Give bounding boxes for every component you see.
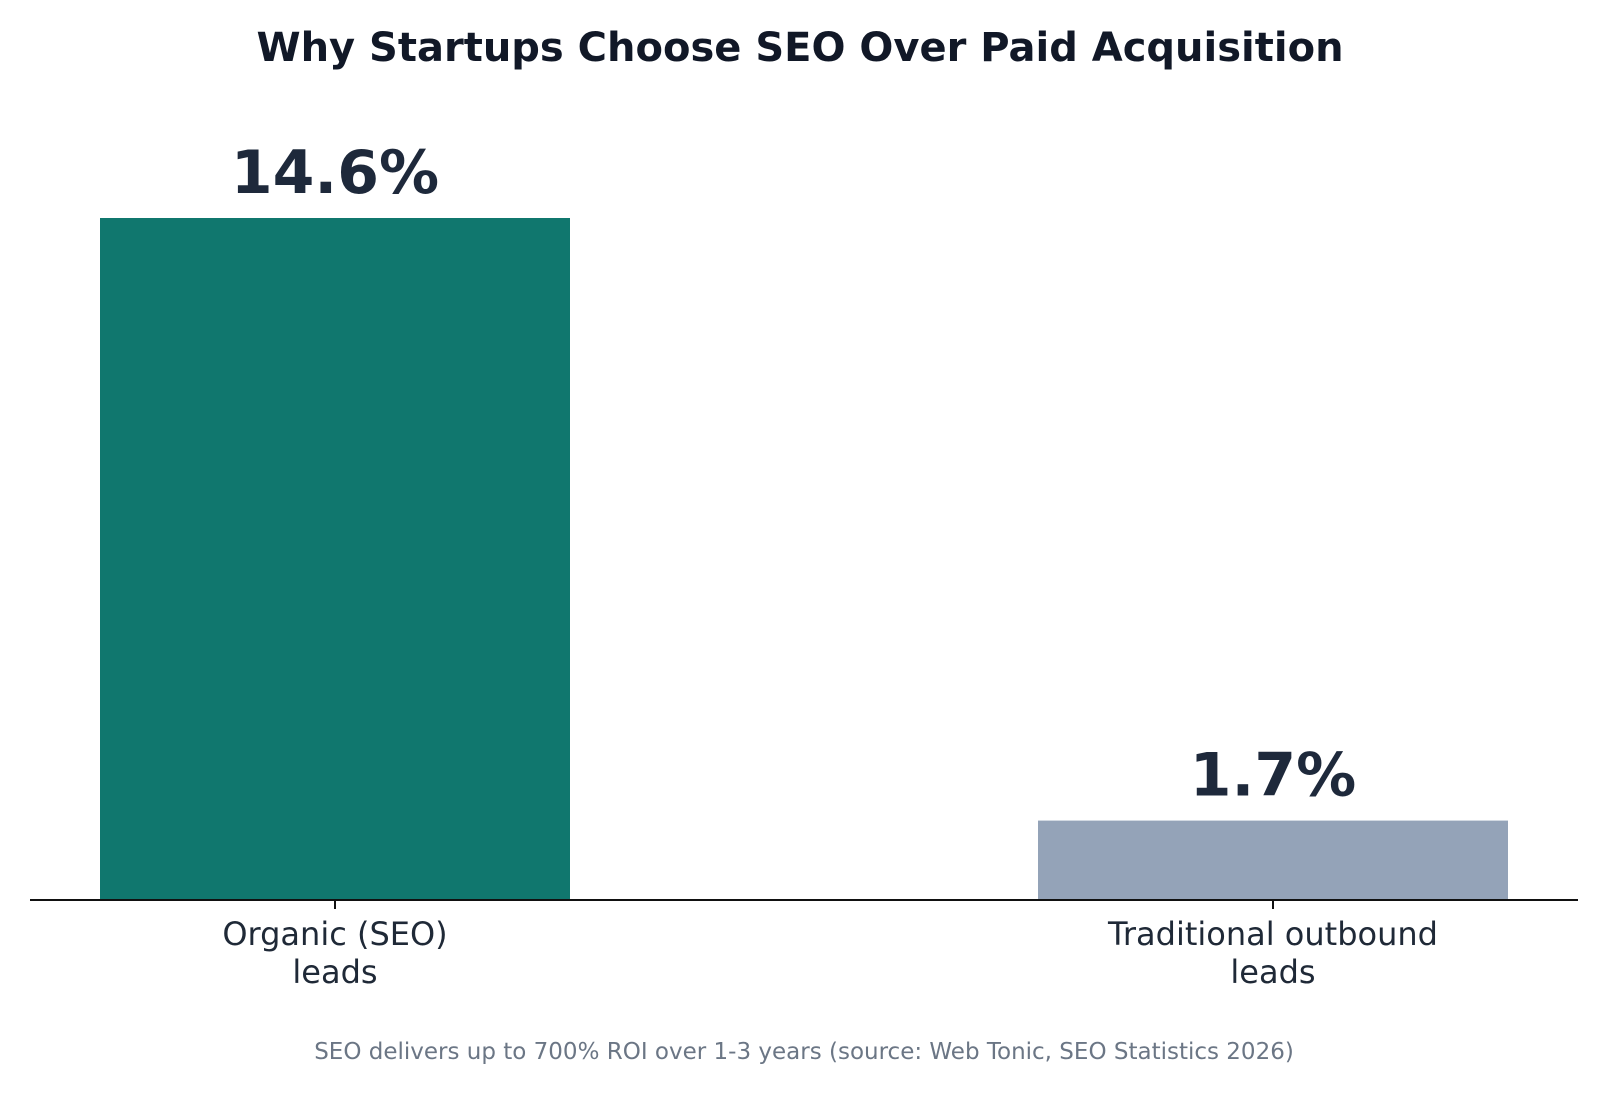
chart-title: Why Startups Choose SEO Over Paid Acquis… <box>256 25 1343 71</box>
x-tick-label-1-line-1: leads <box>1230 953 1315 991</box>
bar-0 <box>100 218 570 900</box>
x-tick-label-0-line-1: leads <box>292 953 377 991</box>
value-label-1: 1.7% <box>1190 741 1356 811</box>
x-tick-label-0: Organic (SEO) leads <box>222 915 447 991</box>
bar-1 <box>1038 820 1508 900</box>
x-ticks-group <box>334 900 1274 909</box>
x-tick-label-1: Traditional outbound leads <box>1107 915 1438 991</box>
bars-group <box>100 218 1508 900</box>
x-tick-label-0-line-0: Organic (SEO) <box>222 915 447 953</box>
value-label-0: 14.6% <box>231 138 439 208</box>
chart-caption: SEO delivers up to 700% ROI over 1-3 yea… <box>314 1039 1294 1065</box>
value-labels-group: 14.6% 1.7% <box>231 138 1356 811</box>
x-tick-label-1-line-0: Traditional outbound <box>1107 915 1438 953</box>
